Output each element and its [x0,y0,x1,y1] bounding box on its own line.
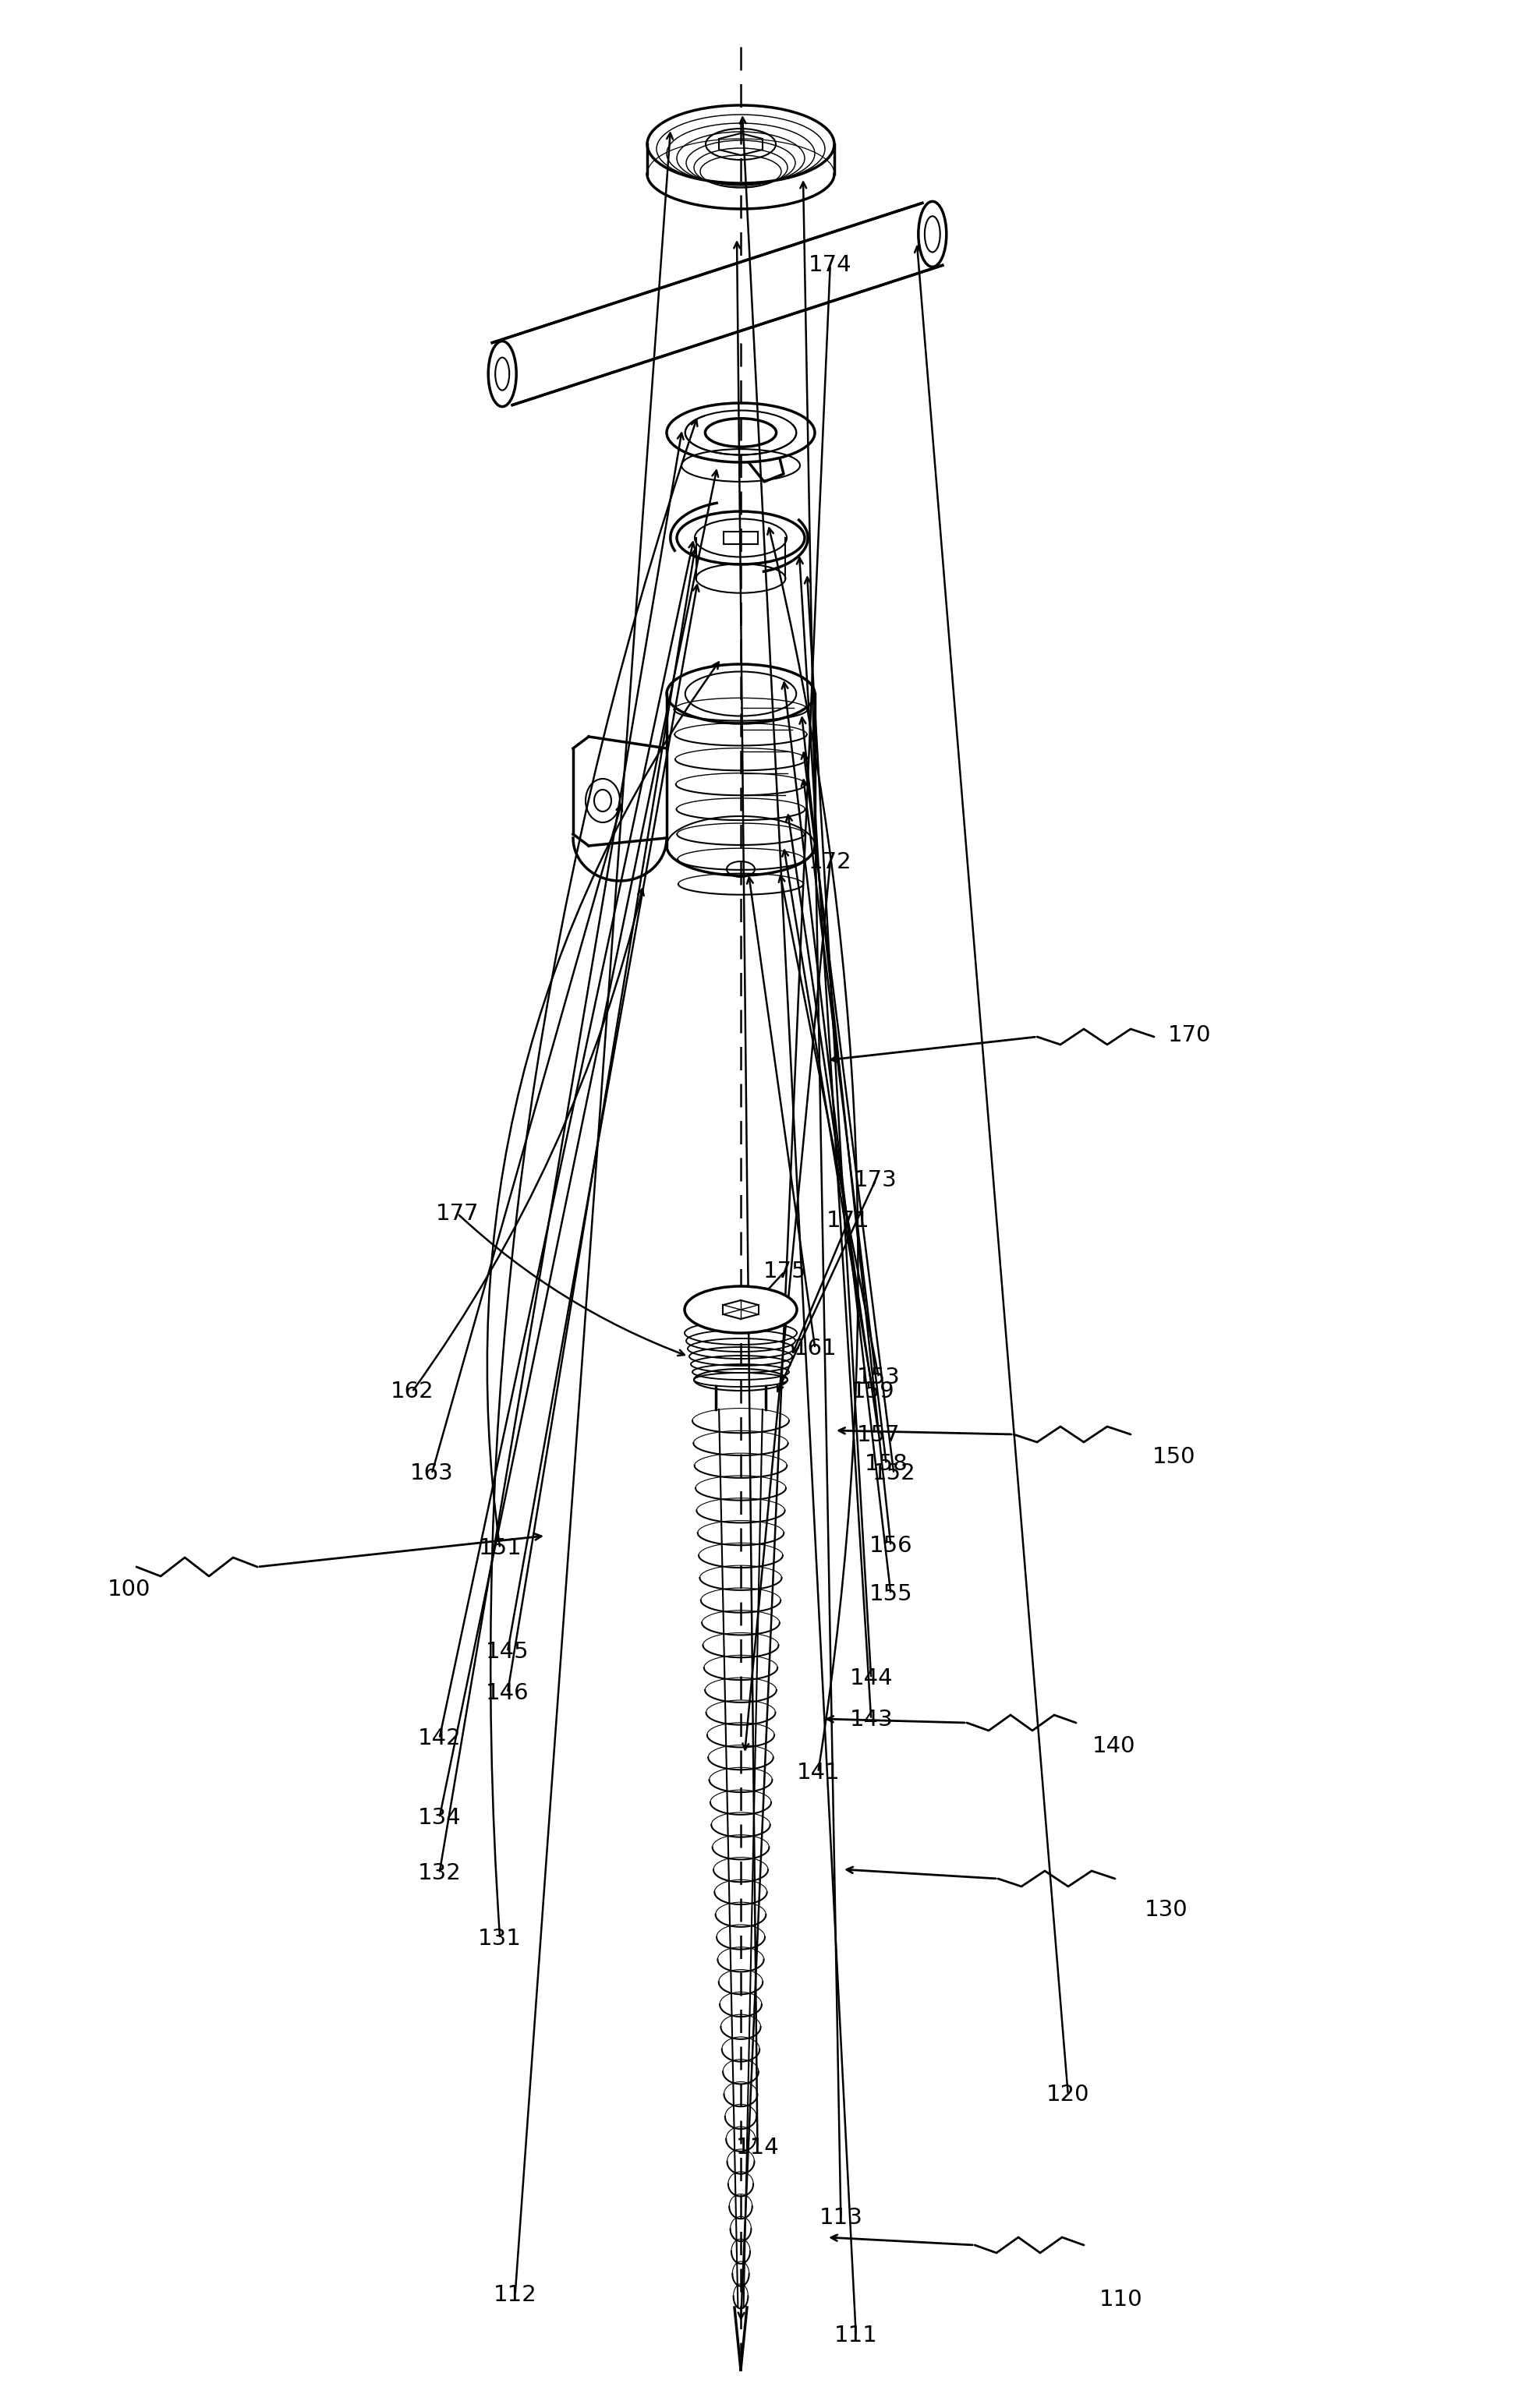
Text: 112: 112 [494,2283,536,2307]
Text: 172: 172 [809,850,851,874]
Text: 142: 142 [418,1727,461,1751]
Text: 161: 161 [794,1336,836,1361]
Text: 140: 140 [1092,1734,1135,1758]
Text: 134: 134 [418,1806,461,1830]
Text: 155: 155 [870,1582,912,1606]
Text: 152: 152 [873,1462,915,1486]
Text: 141: 141 [797,1760,839,1784]
Text: 111: 111 [835,2324,877,2348]
Text: 131: 131 [479,1926,521,1950]
Text: 150: 150 [1153,1445,1195,1469]
Text: 114: 114 [736,2136,779,2160]
Text: 170: 170 [1168,1023,1210,1047]
Text: 145: 145 [486,1640,529,1664]
Text: 110: 110 [1100,2288,1142,2312]
Text: 157: 157 [857,1423,900,1447]
Text: 151: 151 [479,1536,521,1560]
Text: 113: 113 [820,2206,862,2230]
Text: 158: 158 [865,1452,907,1476]
Text: 162: 162 [391,1380,433,1404]
Text: 173: 173 [854,1168,897,1192]
Text: 100: 100 [108,1577,150,1601]
Ellipse shape [685,1286,797,1334]
Text: 143: 143 [850,1707,892,1731]
Text: 171: 171 [827,1209,870,1233]
Text: 144: 144 [850,1666,892,1690]
Text: 132: 132 [418,1861,461,1885]
Text: 146: 146 [486,1681,529,1705]
Text: 120: 120 [1047,2083,1089,2107]
Text: 159: 159 [851,1380,894,1404]
Text: 175: 175 [764,1259,806,1283]
Text: 174: 174 [809,253,851,277]
Text: 163: 163 [411,1462,453,1486]
Text: 130: 130 [1145,1898,1188,1922]
Text: 156: 156 [870,1534,912,1558]
Polygon shape [492,202,942,405]
Text: 177: 177 [436,1202,479,1226]
Text: 153: 153 [857,1365,900,1389]
